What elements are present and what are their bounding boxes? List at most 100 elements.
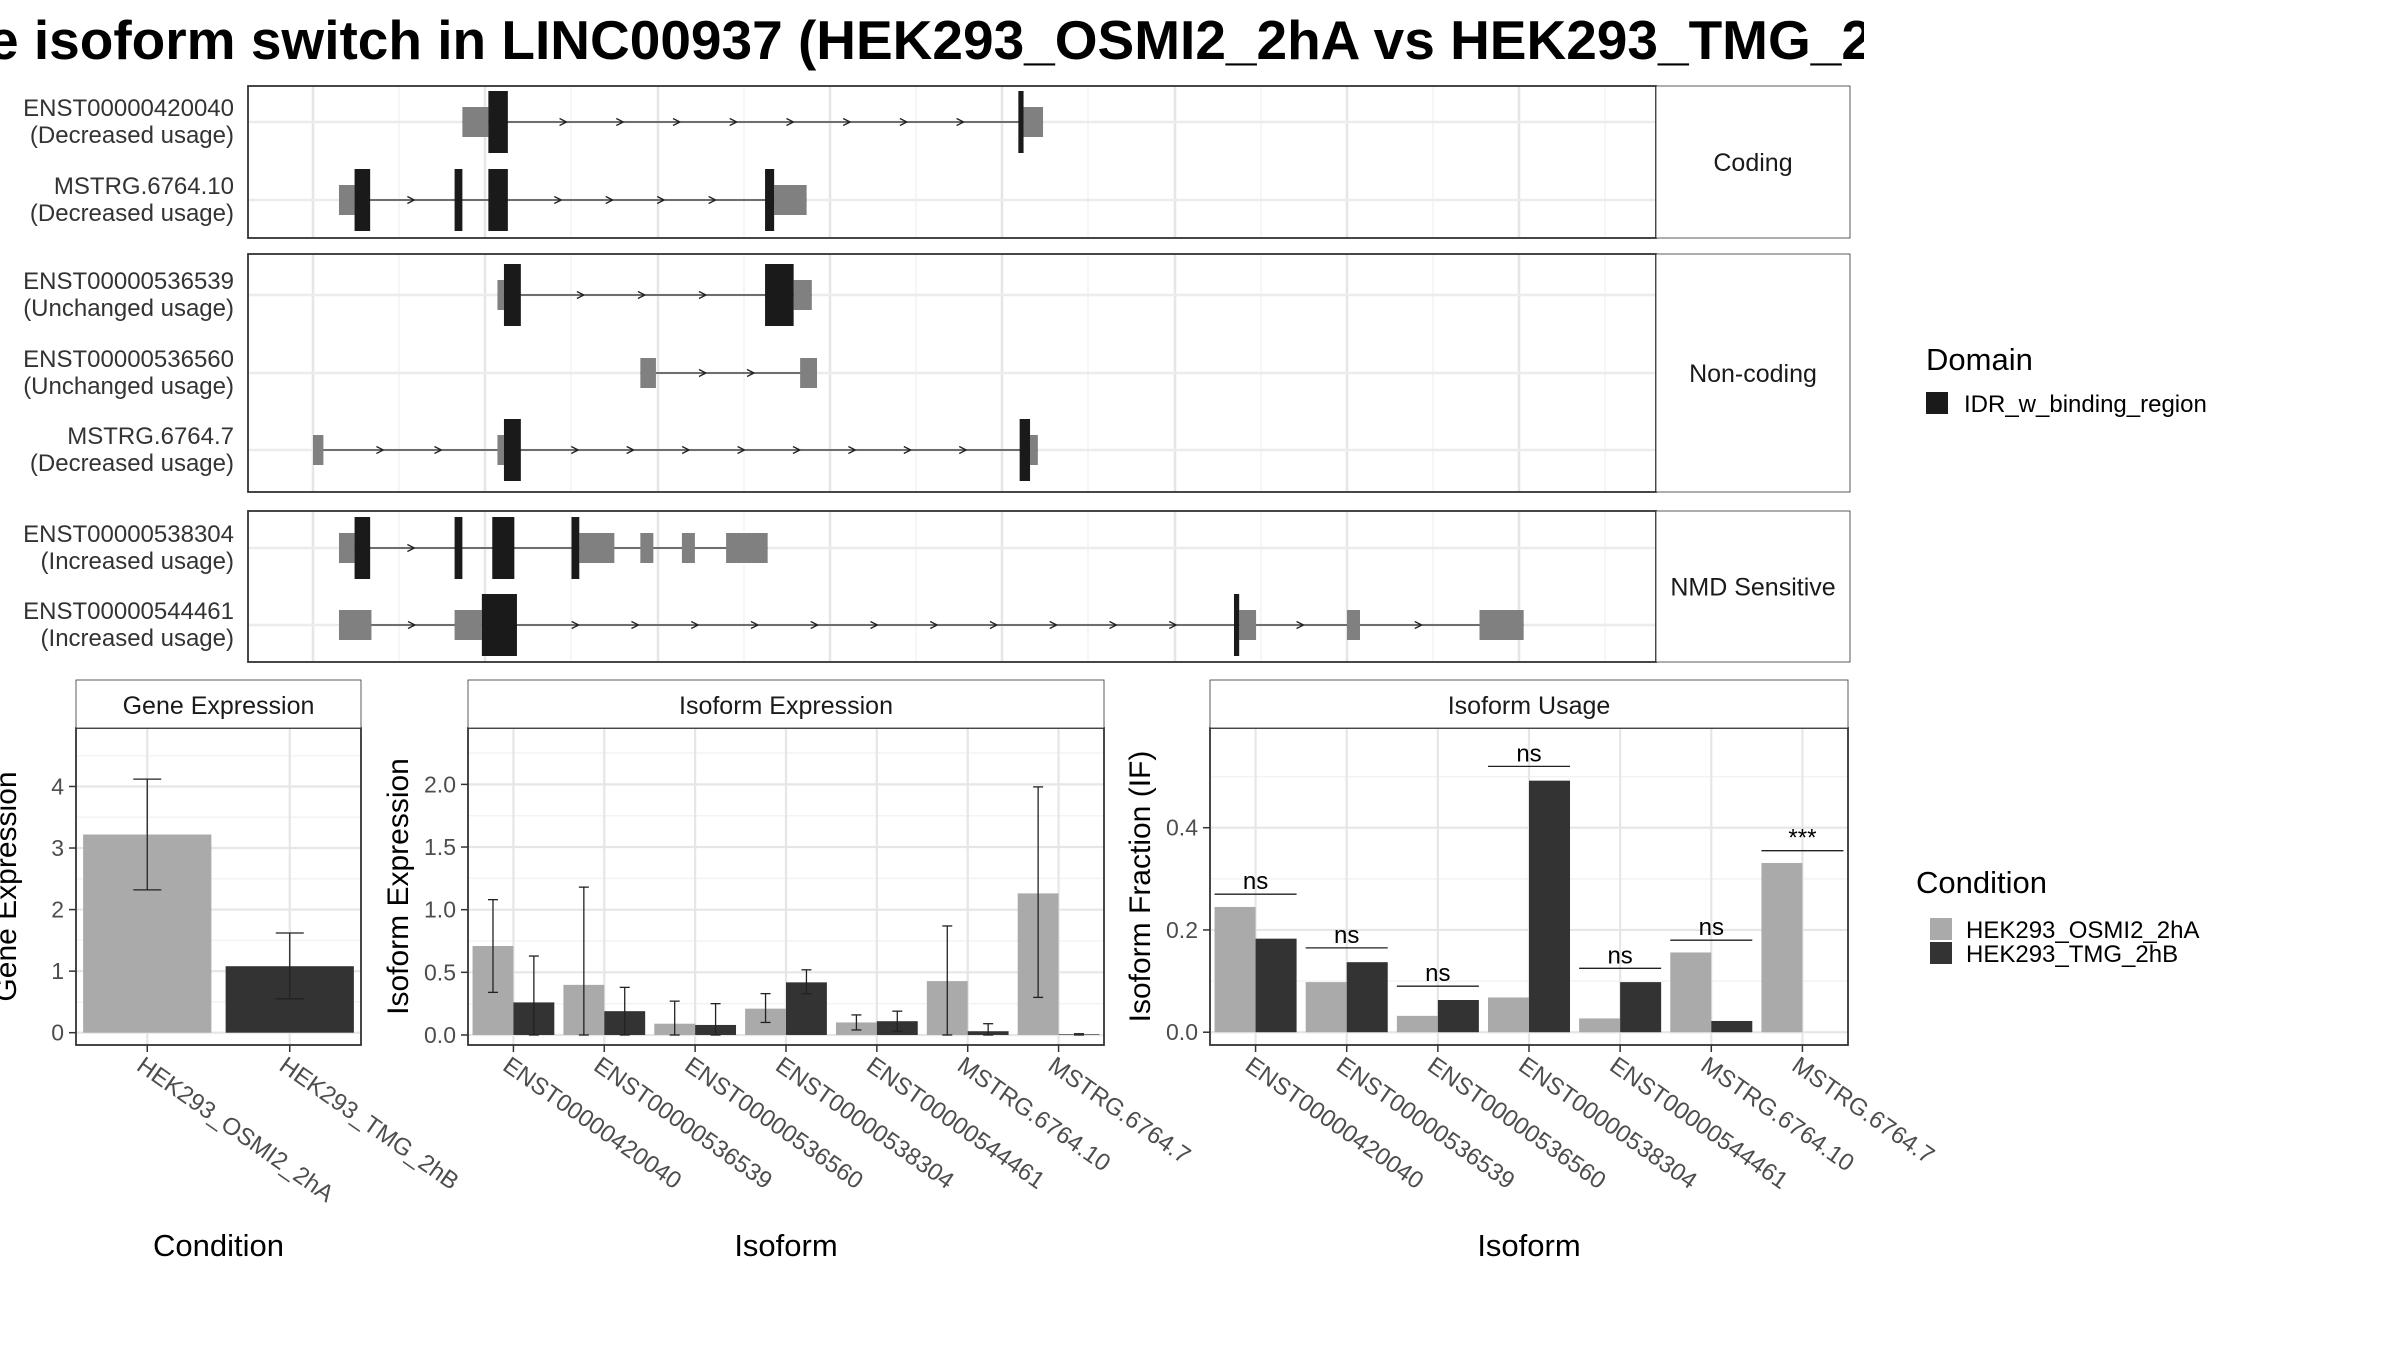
intron-arrow (376, 445, 385, 455)
intron-arrow (1049, 620, 1059, 630)
bar (1214, 906, 1256, 1033)
exon-block (1030, 435, 1038, 465)
chart-title-strip (75, 679, 362, 729)
bar-chart: Isoform Expression0.00.51.01.52.0ENST000… (382, 679, 1195, 1263)
significance-label: ns (1243, 868, 1268, 895)
transcript-track: ENST00000536560(Unchanged usage) (23, 346, 818, 400)
intron-arrow (631, 620, 640, 630)
domain-legend-label: IDR_w_binding_region (1964, 391, 2207, 418)
domain-block (354, 517, 371, 579)
condition-legend-swatch (1930, 942, 1952, 964)
exon-block (454, 610, 482, 640)
intron-arrow (746, 368, 756, 378)
expression-charts: Gene Expression01234HEK293_OSMI2_2hAHEK2… (0, 679, 1939, 1263)
exon-block (681, 533, 695, 563)
intron-arrow (870, 620, 879, 630)
y-tick-label: 0.0 (424, 1022, 456, 1048)
intron-arrow (708, 195, 718, 205)
intron-arrow (553, 195, 563, 205)
facet-strip-label: Coding (1713, 149, 1792, 177)
domain-block (488, 169, 508, 231)
facet-strip (1655, 510, 1851, 663)
bar (1761, 862, 1803, 1033)
bar (1437, 1000, 1479, 1033)
intron-arrow (698, 368, 708, 378)
domain-block (488, 91, 508, 153)
intron-arrow (698, 290, 708, 300)
bar (1529, 780, 1571, 1033)
facet-strip-label: NMD Sensitive (1670, 574, 1835, 602)
chart-title-strip (467, 679, 1105, 729)
transcript-name: MSTRG.6764.7 (67, 423, 234, 450)
intron-arrow (656, 195, 666, 205)
exon-block (640, 358, 656, 388)
transcript-usage: (Unchanged usage) (23, 295, 234, 322)
intron-arrow (434, 445, 443, 455)
exon-block (800, 358, 818, 388)
transcript-name: ENST00000420040 (23, 95, 234, 122)
domain-block (1018, 91, 1024, 153)
exon-block (579, 533, 615, 563)
facet-strip (1655, 85, 1851, 239)
exon-block (640, 533, 654, 563)
exon-block (338, 185, 355, 215)
condition-legend-title: Condition (1916, 865, 2047, 900)
intron-arrow (616, 117, 625, 127)
y-tick-label: 4 (51, 773, 64, 799)
exon-block (1347, 610, 1360, 640)
intron-arrow (407, 620, 417, 630)
exon-block (338, 533, 355, 563)
intron-arrow (626, 445, 636, 455)
transcript-track: ENST00000420040(Decreased usage) (23, 91, 1044, 153)
transcript-track: ENST00000544461(Increased usage) (23, 594, 1524, 656)
significance-label: ns (1607, 942, 1632, 969)
domain-block (481, 594, 517, 656)
y-tick-label: 0 (51, 1020, 64, 1046)
intron-arrow (605, 195, 615, 205)
exon-block (1479, 610, 1524, 640)
significance-label: ns (1699, 914, 1724, 941)
chart-title: Isoform Expression (679, 692, 893, 720)
significance-label: ns (1334, 922, 1359, 949)
transcript-usage: (Decreased usage) (30, 200, 234, 227)
significance-label: ns (1425, 960, 1450, 987)
transcript-name: ENST00000544461 (23, 598, 234, 625)
domain-block (1019, 419, 1031, 481)
x-tick-label: MSTRG.6764.10 (1696, 1052, 1859, 1177)
significance-label: *** (1788, 825, 1816, 852)
transcript-track: ENST00000538304(Increased usage) (23, 517, 768, 579)
transcript-usage: (Increased usage) (41, 548, 234, 575)
y-tick-label: 0.0 (1166, 1019, 1198, 1045)
structure-group: ENST00000420040(Decreased usage)MSTRG.67… (23, 85, 1851, 239)
exon-block (313, 435, 324, 465)
isoform-structure-panel: ENST00000420040(Decreased usage)MSTRG.67… (23, 85, 1851, 663)
significance-label: ns (1516, 740, 1541, 767)
intron-arrow (690, 620, 700, 630)
intron-arrow (571, 620, 581, 630)
bar (1670, 952, 1712, 1033)
intron-arrow (559, 117, 569, 127)
domain-block (454, 517, 463, 579)
intron-arrow (786, 117, 795, 127)
domain-block (503, 419, 521, 481)
bar (1620, 982, 1662, 1033)
facet-strip (1655, 253, 1851, 493)
condition-legend-label: HEK293_TMG_2hB (1966, 941, 2178, 968)
exon-block (462, 107, 489, 137)
y-tick-label: 3 (51, 835, 64, 861)
intron-arrow (958, 445, 968, 455)
chart-title-strip (1209, 679, 1849, 729)
domain-block (354, 169, 371, 231)
condition-legend-label: HEK293_OSMI2_2hA (1966, 917, 2199, 944)
intron-arrow (929, 620, 939, 630)
intron-arrow (637, 290, 647, 300)
y-tick-label: 0.4 (1166, 815, 1198, 841)
intron-arrow (407, 543, 416, 553)
facet-strip-label: Non-coding (1689, 360, 1817, 388)
intron-arrow (576, 290, 586, 300)
domain-block (503, 264, 521, 326)
intron-arrow (1414, 620, 1424, 630)
bar (1255, 938, 1297, 1033)
bar (1346, 962, 1388, 1033)
